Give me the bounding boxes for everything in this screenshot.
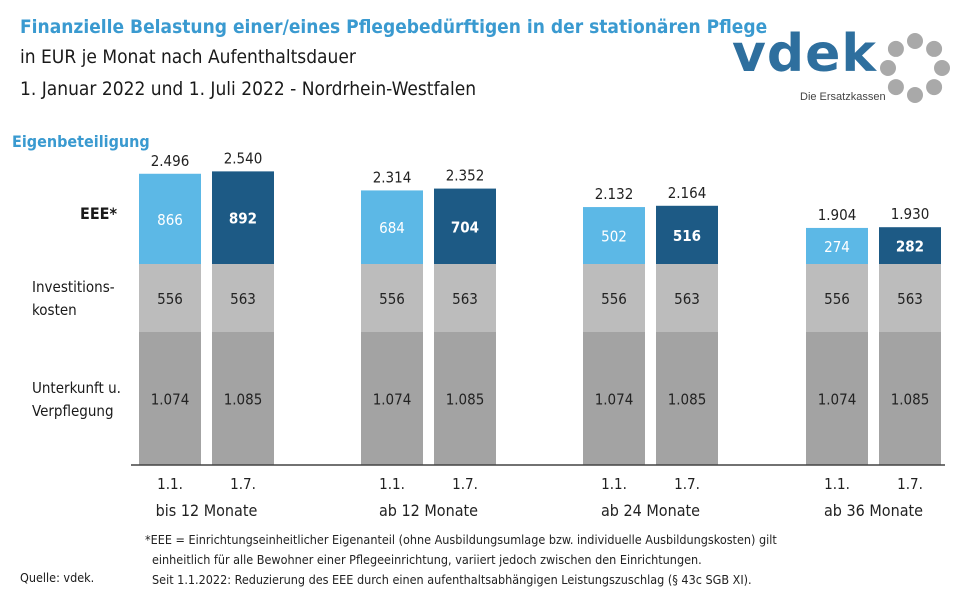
logo-ring-dot xyxy=(887,40,904,57)
logo-ring-dot xyxy=(887,79,904,96)
bar-invest-1-1 xyxy=(139,264,201,332)
label-eee-3-2: 516 xyxy=(673,227,701,245)
footnote-line-3: Seit 1.1.2022: Reduzierung des EEE durch… xyxy=(152,572,752,587)
x-group-label-4: ab 36 Monate xyxy=(824,501,923,520)
label-unterkunft-3-2: 1.085 xyxy=(668,391,707,409)
label-unterkunft-3-1: 1.074 xyxy=(595,391,634,409)
label-total-2-2: 2.352 xyxy=(446,167,485,185)
bar-invest-4-2 xyxy=(879,264,941,332)
label-total-1-1: 2.496 xyxy=(151,152,190,170)
bar-unterkunft-2-1 xyxy=(361,332,423,465)
label-total-4-1: 1.904 xyxy=(818,206,857,224)
bar-invest-1-2 xyxy=(212,264,274,332)
row-label-unterkunft-2: Verpflegung xyxy=(32,402,114,420)
bar-eee-1-2 xyxy=(212,171,274,264)
bar-unterkunft-4-1 xyxy=(806,332,868,465)
label-unterkunft-1-1: 1.074 xyxy=(151,391,190,409)
vdek-logo-wordmark: vdek xyxy=(732,24,877,84)
bar-invest-4-1 xyxy=(806,264,868,332)
stacked-bar-chart: 1.074 556 866 2.496 1.1. 1.085 563 892 2.540 1.7.… xyxy=(12,132,945,520)
label-invest-3-1: 556 xyxy=(601,290,627,308)
label-invest-4-2: 563 xyxy=(897,290,923,308)
logo-ring-dot xyxy=(907,87,923,103)
label-total-3-1: 2.132 xyxy=(595,185,634,203)
bar-unterkunft-1-2 xyxy=(212,332,274,465)
row-label-unterkunft-1: Unterkunft u. xyxy=(32,379,121,397)
label-unterkunft-2-1: 1.074 xyxy=(373,391,412,409)
bar-invest-3-1 xyxy=(583,264,645,332)
logo-ring-dot xyxy=(907,33,923,49)
x-tick-date-2-2: 1.7. xyxy=(452,475,478,493)
row-label-invest-2: kosten xyxy=(32,301,77,319)
bar-unterkunft-1-1 xyxy=(139,332,201,465)
label-total-3-2: 2.164 xyxy=(668,184,707,202)
x-group-label-2: ab 12 Monate xyxy=(379,501,478,520)
bar-eee-2-2 xyxy=(434,188,496,264)
x-tick-date-3-1: 1.1. xyxy=(601,475,627,493)
label-unterkunft-4-2: 1.085 xyxy=(891,391,930,409)
x-tick-date-3-2: 1.7. xyxy=(674,475,700,493)
bar-unterkunft-2-2 xyxy=(434,332,496,465)
label-eee-4-2: 282 xyxy=(896,238,924,256)
chart-subtitle: in EUR je Monat nach Aufenthaltsdauer xyxy=(20,46,356,68)
bar-invest-2-2 xyxy=(434,264,496,332)
row-label-invest-1: Investitions- xyxy=(32,278,115,296)
row-label-eee: EEE* xyxy=(80,204,118,223)
logo-ring-dot xyxy=(926,40,943,57)
vdek-ring-icon xyxy=(880,33,950,103)
footnote-line-1: *EEE = Einrichtungseinheitlicher Eigenan… xyxy=(145,532,777,547)
label-invest-2-2: 563 xyxy=(452,290,478,308)
logo-ring-dot xyxy=(926,79,943,96)
x-tick-date-2-1: 1.1. xyxy=(379,475,405,493)
bar-eee-2-1 xyxy=(361,190,423,264)
footnote-line-2: einheitlich für alle Bewohner einer Pfle… xyxy=(152,552,702,567)
bar-eee-1-1 xyxy=(139,173,201,264)
chart-title: Finanzielle Belastung einer/eines Pflege… xyxy=(20,16,768,38)
bar-eee-3-1 xyxy=(583,207,645,264)
bar-unterkunft-4-2 xyxy=(879,332,941,465)
x-group-label-3: ab 24 Monate xyxy=(601,501,700,520)
label-unterkunft-4-1: 1.074 xyxy=(818,391,857,409)
label-invest-2-1: 556 xyxy=(379,290,405,308)
bar-eee-4-1 xyxy=(806,227,868,264)
label-invest-4-1: 556 xyxy=(824,290,850,308)
logo-ring-dot xyxy=(880,60,896,76)
label-eee-3-1: 502 xyxy=(601,228,627,246)
label-eee-4-1: 274 xyxy=(824,238,850,256)
label-eee-1-1: 866 xyxy=(157,211,183,229)
x-tick-date-4-1: 1.1. xyxy=(824,475,850,493)
label-invest-1-2: 563 xyxy=(230,290,256,308)
label-invest-1-1: 556 xyxy=(157,290,183,308)
x-tick-date-1-1: 1.1. xyxy=(157,475,183,493)
label-eee-1-2: 892 xyxy=(229,210,257,228)
x-group-label-1: bis 12 Monate xyxy=(156,501,258,520)
bar-unterkunft-3-2 xyxy=(656,332,718,465)
x-tick-date-4-2: 1.7. xyxy=(897,475,923,493)
bar-eee-4-2 xyxy=(879,227,941,264)
label-eee-2-2: 704 xyxy=(451,218,479,236)
x-tick-date-1-2: 1.7. xyxy=(230,475,256,493)
label-unterkunft-2-2: 1.085 xyxy=(446,391,485,409)
bar-invest-2-1 xyxy=(361,264,423,332)
bar-eee-3-2 xyxy=(656,205,718,264)
label-invest-3-2: 563 xyxy=(674,290,700,308)
logo-ring-dot xyxy=(934,60,950,76)
bar-unterkunft-3-1 xyxy=(583,332,645,465)
vdek-logo-tagline: Die Ersatzkassen xyxy=(800,91,886,103)
label-eee-2-1: 684 xyxy=(379,219,405,237)
chart-subtitle-date: 1. Januar 2022 und 1. Juli 2022 - Nordrh… xyxy=(20,78,477,100)
label-unterkunft-1-2: 1.085 xyxy=(224,391,263,409)
row-label-eigenbeteiligung: Eigenbeteiligung xyxy=(12,132,150,151)
source-note: Quelle: vdek. xyxy=(20,570,95,585)
label-total-1-2: 2.540 xyxy=(224,149,263,167)
label-total-4-2: 1.930 xyxy=(891,205,930,223)
label-total-2-1: 2.314 xyxy=(373,168,412,186)
bar-invest-3-2 xyxy=(656,264,718,332)
